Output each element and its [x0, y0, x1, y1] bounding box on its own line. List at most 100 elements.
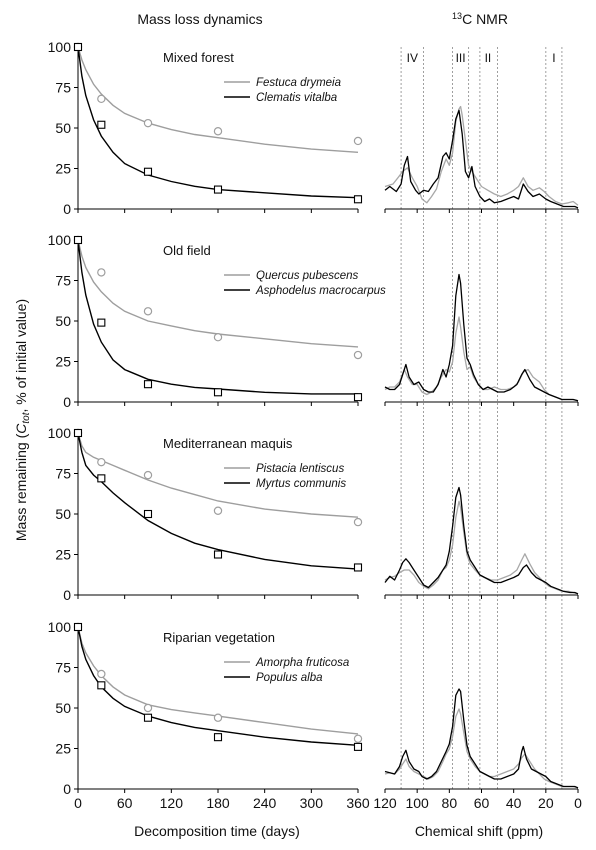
y-tick-label: 75: [55, 273, 71, 289]
nmr-spectrum-line: [384, 500, 579, 595]
data-point-square: [97, 474, 106, 483]
data-point-circle: [143, 118, 153, 128]
y-label-end: , % of initial value): [13, 299, 29, 413]
nmr-x-tick-label: 60: [474, 795, 490, 811]
data-point-circle: [143, 307, 153, 316]
panel-title: Riparian vegetation: [163, 630, 275, 645]
x-tick-label: 0: [74, 795, 82, 811]
nmr-x-tick-label: 20: [538, 795, 554, 811]
region-label: II: [485, 51, 492, 65]
fit-curve: [77, 239, 359, 348]
y-tick-label: 50: [55, 313, 71, 329]
legend-label: Festuca drymeia: [256, 77, 341, 89]
nmr-x-tick-label: 120: [373, 795, 397, 811]
nmr-spectrum-1: [384, 105, 579, 213]
data-point-square: [143, 380, 153, 389]
y-tick-label: 0: [63, 587, 71, 603]
data-point-circle: [97, 268, 106, 277]
right-column-title: 13C NMR: [452, 11, 508, 27]
fit-curve: [77, 46, 359, 199]
fit-curve: [77, 626, 359, 735]
panel-title: Mediterranean maquis: [163, 436, 293, 451]
x-tick-label: 240: [253, 795, 277, 811]
x-tick-label: 360: [346, 795, 370, 811]
x-tick-label: 300: [300, 795, 324, 811]
data-point-square: [353, 742, 363, 751]
y-tick-label: 25: [55, 354, 71, 370]
nmr-x-tick-label: 100: [405, 795, 429, 811]
legend-label: Pistacia lentiscus: [256, 463, 344, 475]
nmr-spectrum-line: [384, 708, 579, 789]
legend-label: Myrtus communis: [256, 478, 346, 490]
nmr-spectrum-line: [384, 109, 579, 209]
y-tick-label: 25: [55, 741, 71, 757]
region-label: III: [456, 51, 466, 65]
mass-panel-1: 0 25 50 75 100 Mixed forest Festuca drymeia Cle…: [48, 39, 363, 217]
fit-curve: [77, 432, 359, 518]
y-tick-label: 25: [55, 547, 71, 563]
region-label: I: [552, 51, 555, 65]
fit-curve: [77, 626, 359, 746]
mass-panel-3: 0 25 50 75 100 Mediterranean maquis Pistacia l…: [48, 425, 363, 603]
y-axis-label: Mass remaining (Ctot, % of initial value…: [13, 299, 32, 541]
data-point-square: [213, 733, 223, 742]
panel-title: Old field: [163, 243, 211, 258]
nmr-spectrum-line: [384, 105, 579, 206]
fit-curve: [77, 239, 358, 395]
data-point-square: [97, 120, 106, 129]
fit-curve: [77, 432, 359, 570]
data-point-circle: [213, 127, 223, 136]
data-point-square: [353, 393, 363, 402]
nmr-spectrum-2: [384, 273, 579, 406]
left-column-title: Mass loss dynamics: [137, 11, 262, 27]
data-point-circle: [353, 350, 363, 360]
x-axis-label-right: Chemical shift (ppm): [415, 823, 543, 839]
data-point-circle: [353, 734, 363, 743]
data-point-square: [213, 550, 223, 559]
y-tick-label: 0: [63, 394, 71, 410]
nmr-x-tick-label: 80: [442, 795, 458, 811]
legend-label: Asphodelus macrocarpus: [255, 285, 386, 297]
y-tick-label: 100: [48, 39, 72, 55]
data-point-square: [73, 428, 83, 438]
data-point-square: [353, 195, 363, 204]
legend-label: Populus alba: [256, 672, 323, 684]
data-point-circle: [143, 470, 153, 480]
y-tick-label: 100: [48, 619, 72, 635]
y-tick-label: 25: [55, 161, 71, 177]
data-point-square: [213, 185, 223, 194]
data-point-circle: [353, 517, 363, 527]
nmr-spectrum-4: 120 100 80 60 40 20 0: [373, 688, 582, 811]
region-label: IV: [407, 51, 418, 65]
data-point-circle: [213, 333, 223, 342]
y-tick-label: 75: [55, 80, 71, 96]
data-point-square: [143, 509, 153, 519]
data-point-circle: [353, 136, 363, 146]
nmr-title-text: C NMR: [462, 11, 508, 27]
data-point-circle: [213, 713, 223, 722]
data-point-circle: [97, 94, 106, 104]
panel-title: Mixed forest: [163, 50, 234, 65]
data-point-square: [97, 318, 106, 327]
data-point-circle: [213, 506, 223, 515]
data-point-square: [73, 235, 83, 245]
data-point-circle: [97, 457, 106, 467]
nmr-spectrum-line: [384, 688, 579, 789]
nmr-spectrum-line: [384, 486, 579, 595]
y-tick-label: 50: [55, 120, 71, 136]
nmr-spectrum-3: [384, 486, 579, 599]
nmr-x-tick-label: 40: [506, 795, 522, 811]
y-tick-label: 0: [63, 781, 71, 797]
y-tick-label: 100: [48, 425, 72, 441]
nmr-x-tick-label: 0: [574, 795, 582, 811]
mass-panel-2: 0 25 50 75 100 Old field Quercus pubescens Asph…: [48, 232, 386, 410]
y-label-c: C: [13, 423, 29, 434]
y-tick-label: 75: [55, 466, 71, 482]
data-point-square: [73, 622, 83, 632]
y-tick-label: 0: [63, 201, 71, 217]
y-tick-label: 50: [55, 700, 71, 716]
x-axis-label-left: Decomposition time (days): [134, 823, 300, 839]
fit-curve: [77, 46, 359, 153]
